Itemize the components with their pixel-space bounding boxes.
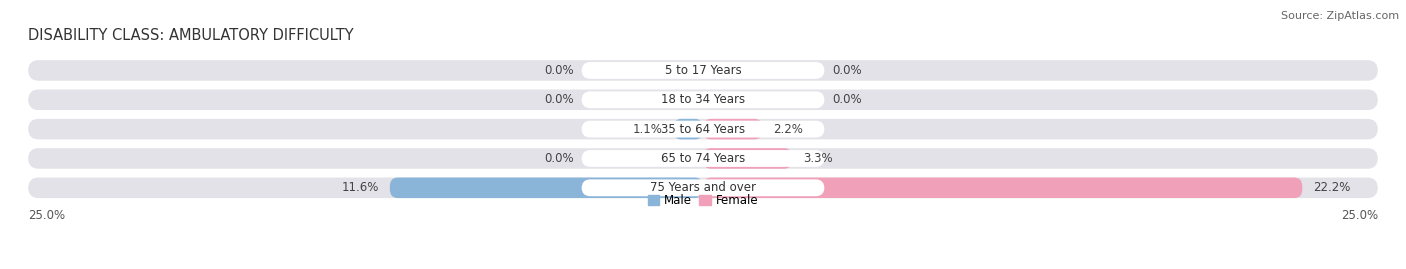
FancyBboxPatch shape (703, 148, 792, 169)
Text: 0.0%: 0.0% (544, 64, 574, 77)
FancyBboxPatch shape (389, 178, 703, 198)
FancyBboxPatch shape (582, 62, 824, 79)
Text: 11.6%: 11.6% (342, 181, 380, 194)
Text: 1.1%: 1.1% (633, 123, 662, 136)
Text: 65 to 74 Years: 65 to 74 Years (661, 152, 745, 165)
Text: 35 to 64 Years: 35 to 64 Years (661, 123, 745, 136)
FancyBboxPatch shape (703, 178, 1302, 198)
Legend: Male, Female: Male, Female (648, 194, 758, 207)
Text: 0.0%: 0.0% (832, 64, 862, 77)
Text: 0.0%: 0.0% (832, 93, 862, 106)
Text: DISABILITY CLASS: AMBULATORY DIFFICULTY: DISABILITY CLASS: AMBULATORY DIFFICULTY (28, 27, 354, 43)
FancyBboxPatch shape (28, 148, 1378, 169)
Text: 22.2%: 22.2% (1313, 181, 1351, 194)
FancyBboxPatch shape (703, 119, 762, 139)
FancyBboxPatch shape (28, 178, 1378, 198)
FancyBboxPatch shape (582, 121, 824, 137)
Text: 0.0%: 0.0% (544, 93, 574, 106)
Text: Source: ZipAtlas.com: Source: ZipAtlas.com (1281, 11, 1399, 21)
FancyBboxPatch shape (582, 179, 824, 196)
FancyBboxPatch shape (28, 90, 1378, 110)
Text: 3.3%: 3.3% (803, 152, 832, 165)
FancyBboxPatch shape (28, 60, 1378, 81)
FancyBboxPatch shape (582, 150, 824, 167)
Text: 18 to 34 Years: 18 to 34 Years (661, 93, 745, 106)
Text: 75 Years and over: 75 Years and over (650, 181, 756, 194)
Text: 25.0%: 25.0% (1341, 209, 1378, 222)
FancyBboxPatch shape (673, 119, 703, 139)
Text: 5 to 17 Years: 5 to 17 Years (665, 64, 741, 77)
FancyBboxPatch shape (28, 119, 1378, 139)
Text: 2.2%: 2.2% (773, 123, 803, 136)
Text: 25.0%: 25.0% (28, 209, 65, 222)
Text: 0.0%: 0.0% (544, 152, 574, 165)
FancyBboxPatch shape (582, 91, 824, 108)
